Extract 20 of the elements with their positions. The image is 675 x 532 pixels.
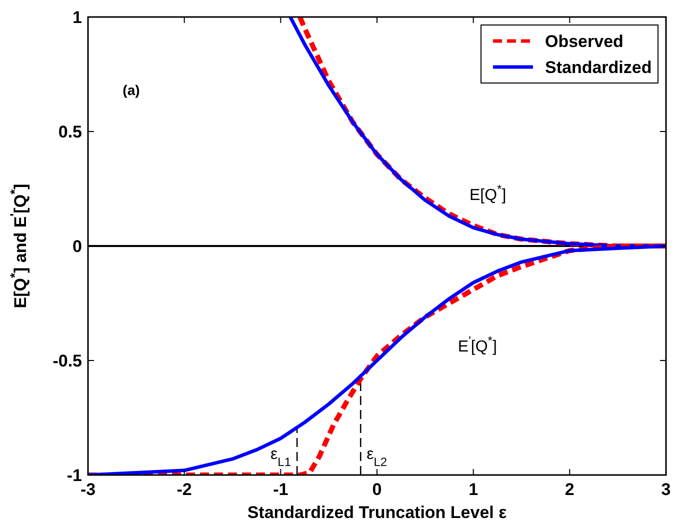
x-tick-label: 0 — [372, 480, 382, 499]
x-tick-label: 2 — [564, 480, 574, 499]
x-tick-label: -2 — [176, 480, 192, 499]
ref-line-label: ε$_{L1}$ — [270, 446, 292, 469]
legend-label: Observed — [545, 32, 624, 51]
annotation: E[Q$^{*}$] — [469, 182, 506, 204]
y-tick-label: 0 — [72, 237, 82, 256]
annotation: E$^{'}$[Q$^{*}$] — [458, 333, 497, 356]
ref-line-label: ε$_{L2}$ — [366, 446, 388, 469]
x-tick-label: -1 — [273, 480, 288, 499]
x-tick-label: 3 — [661, 480, 671, 499]
x-tick-label: 1 — [468, 480, 478, 499]
y-tick-label: -1 — [66, 466, 82, 485]
y-tick-label: 0.5 — [58, 122, 82, 142]
y-tick-label: 1 — [72, 8, 82, 27]
annotation: (a) — [122, 82, 140, 98]
x-tick-label: -3 — [80, 480, 96, 499]
y-tick-label: -0.5 — [52, 352, 82, 370]
legend-label: Standardized — [545, 58, 652, 77]
x-axis-title: Standardized Truncation Level ε — [247, 503, 507, 522]
